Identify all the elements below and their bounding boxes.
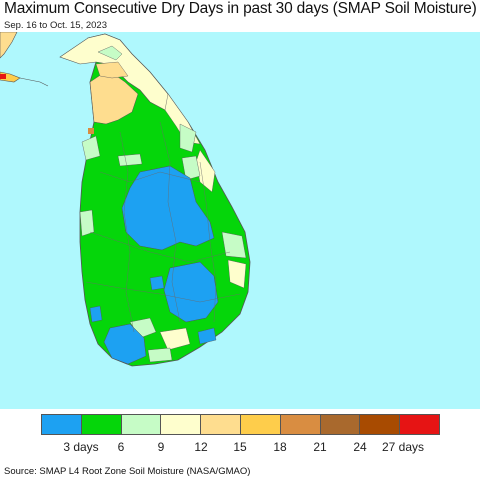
- wet-region-southeast: [163, 261, 219, 323]
- date-range: Sep. 16 to Oct. 15, 2023: [4, 20, 107, 31]
- sri-lanka-map: [0, 32, 251, 367]
- legend-swatch: [81, 415, 122, 434]
- legend-swatch: [121, 415, 162, 434]
- source-credit: Source: SMAP L4 Root Zone Soil Moisture …: [4, 466, 251, 477]
- legend-label: 21: [313, 440, 327, 454]
- legend-label: 9: [157, 440, 165, 454]
- legend-label: 18: [273, 440, 287, 454]
- map-title: Maximum Consecutive Dry Days in past 30 …: [4, 0, 477, 17]
- legend-label: 6: [117, 440, 125, 454]
- legend-label: 24: [353, 440, 367, 454]
- map-area: [0, 32, 480, 409]
- legend-swatch: [400, 415, 439, 434]
- legend-swatch: [42, 415, 82, 434]
- legend-swatch: [161, 415, 202, 434]
- legend-label: 27 days: [381, 440, 425, 454]
- wet-region-south: [103, 323, 147, 365]
- legend-swatch: [320, 415, 361, 434]
- legend-swatch: [201, 415, 241, 434]
- legend-label: 15: [233, 440, 247, 454]
- legend-labels: 3 days 6 9 12 15 18 21 24 27 days: [41, 440, 440, 456]
- color-legend: [41, 414, 440, 435]
- legend-label: 12: [194, 440, 208, 454]
- legend-label: 3 days: [63, 440, 99, 454]
- india-coast: [0, 32, 18, 59]
- legend-swatch: [360, 415, 401, 434]
- legend-swatch: [240, 415, 281, 434]
- wet-region-central: [121, 165, 215, 251]
- legend-swatch: [280, 415, 321, 434]
